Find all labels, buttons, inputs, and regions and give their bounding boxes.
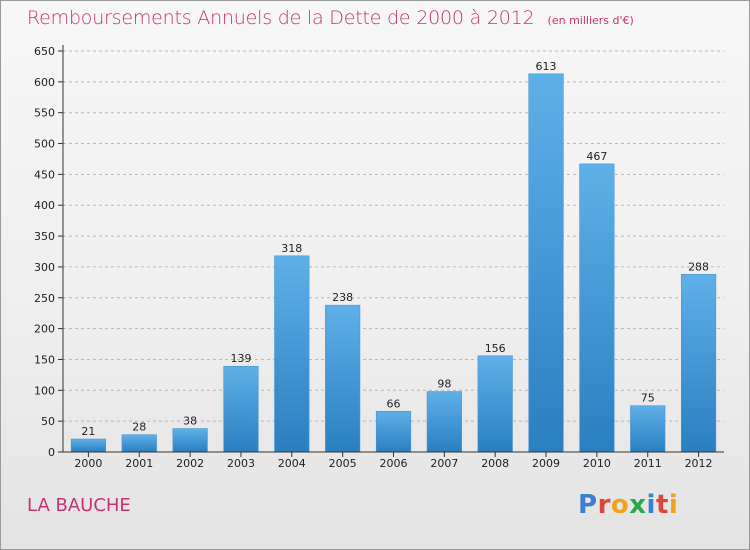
bar-value-label: 467 <box>586 150 607 163</box>
x-tick-label: 2010 <box>583 457 611 470</box>
x-tick-label: 2007 <box>430 457 458 470</box>
bar-2001[interactable] <box>121 434 157 453</box>
y-tick-label: 0 <box>48 446 55 459</box>
y-tick-label: 500 <box>34 138 55 151</box>
logo-letter: r <box>597 490 611 520</box>
bar-value-label: 21 <box>81 425 95 438</box>
bar-value-label: 613 <box>536 60 557 73</box>
bar-value-label: 66 <box>387 397 401 410</box>
bar-value-label: 98 <box>437 378 451 391</box>
bar-2009[interactable] <box>528 73 564 453</box>
x-tick-label: 2012 <box>685 457 713 470</box>
bar-2008[interactable] <box>477 355 513 453</box>
y-tick-label: 50 <box>41 415 55 428</box>
y-tick-label: 100 <box>34 384 55 397</box>
x-tick-label: 2003 <box>227 457 255 470</box>
x-tick-label: 2008 <box>481 457 509 470</box>
bar-2002[interactable] <box>172 428 208 453</box>
bar-value-label: 28 <box>132 421 146 434</box>
logo-letter: t <box>655 490 669 520</box>
chart-unit-note: (en milliers d'€) <box>547 14 634 27</box>
chart-title-main: Remboursements Annuels de la Dette de 20… <box>27 7 535 29</box>
bar-value-label: 38 <box>183 415 197 428</box>
bar-2005[interactable] <box>325 304 361 453</box>
y-tick-label: 350 <box>34 230 55 243</box>
y-tick-label: 550 <box>34 107 55 120</box>
bar-value-label: 139 <box>230 352 251 365</box>
bar-value-label: 318 <box>281 242 302 255</box>
y-tick-label: 650 <box>34 45 55 58</box>
logo-letter: o <box>610 490 630 520</box>
bar-2000[interactable] <box>70 438 107 453</box>
y-tick-label: 200 <box>34 323 55 336</box>
y-tick-label: 600 <box>34 76 55 89</box>
logo-letter: i <box>646 490 656 520</box>
bar-value-label: 238 <box>332 291 353 304</box>
bar-2011[interactable] <box>630 405 666 453</box>
bar-value-label: 75 <box>641 392 655 405</box>
bar-value-label: 288 <box>688 260 709 273</box>
bar-2007[interactable] <box>426 391 462 453</box>
y-tick-label: 300 <box>34 261 55 274</box>
y-tick-label: 450 <box>34 168 55 181</box>
bar-2003[interactable] <box>223 365 259 453</box>
x-tick-label: 2000 <box>74 457 102 470</box>
bar-value-label: 156 <box>485 342 506 355</box>
commune-name: LA BAUCHE <box>27 495 131 516</box>
x-tick-label: 2005 <box>329 457 357 470</box>
y-tick-label: 250 <box>34 292 55 305</box>
y-tick-label: 400 <box>34 199 55 212</box>
proxiti-logo[interactable]: Proxiti <box>578 490 678 520</box>
x-tick-label: 2001 <box>125 457 153 470</box>
x-tick-label: 2006 <box>380 457 408 470</box>
chart-title: Remboursements Annuels de la Dette de 20… <box>27 7 634 29</box>
y-tick-label: 150 <box>34 353 55 366</box>
x-tick-label: 2002 <box>176 457 204 470</box>
bar-2010[interactable] <box>579 163 615 453</box>
x-tick-label: 2004 <box>278 457 306 470</box>
logo-letter: P <box>578 490 598 520</box>
x-tick-label: 2009 <box>532 457 560 470</box>
logo-letter: x <box>629 490 647 520</box>
logo-letter: i <box>668 490 679 520</box>
bar-2004[interactable] <box>274 255 310 453</box>
bar-2006[interactable] <box>375 410 412 453</box>
bar-2012[interactable] <box>680 274 717 453</box>
x-tick-label: 2011 <box>634 457 662 470</box>
